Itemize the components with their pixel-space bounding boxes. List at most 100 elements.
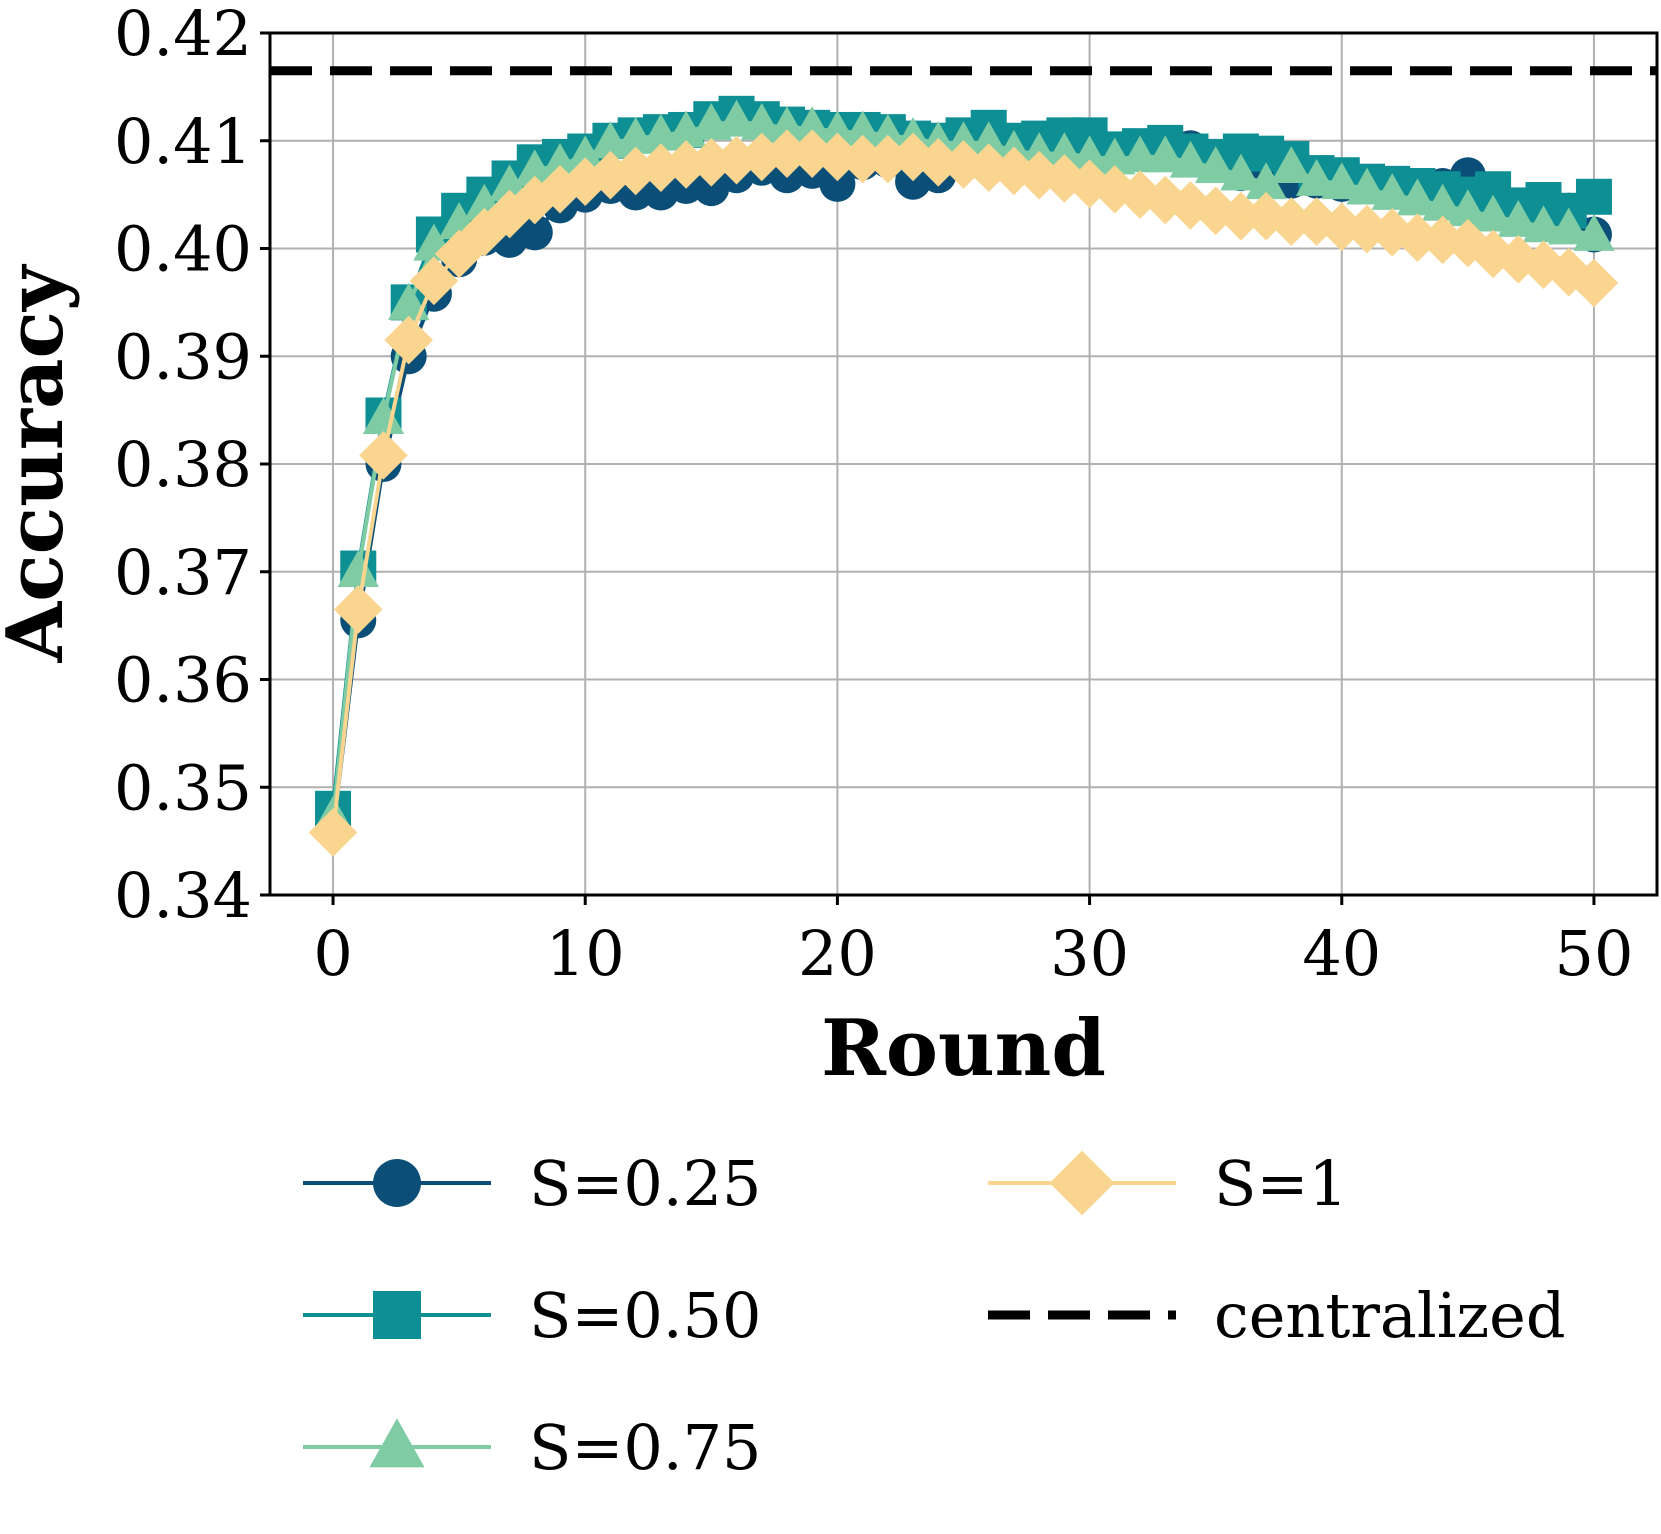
y-tick-label: 0.39 xyxy=(114,320,252,393)
data-point xyxy=(333,585,383,634)
data-point xyxy=(737,132,787,182)
data-point xyxy=(1194,146,1237,183)
legend-marker xyxy=(373,1159,421,1207)
legend-entry: S=0.75 xyxy=(303,1411,761,1484)
legend-label: S=0.25 xyxy=(529,1147,761,1220)
data-point xyxy=(516,214,553,251)
data-point xyxy=(388,282,430,320)
data-point xyxy=(1548,207,1590,245)
data-point xyxy=(308,808,358,857)
data-point xyxy=(1396,178,1439,216)
data-point xyxy=(564,135,606,173)
data-point xyxy=(741,102,783,140)
data-point xyxy=(586,150,635,200)
data-point xyxy=(384,315,433,365)
legend-entry: S=0.25 xyxy=(303,1147,761,1220)
data-point xyxy=(1321,162,1363,200)
y-tick-label: 0.38 xyxy=(114,428,252,501)
data-point xyxy=(1421,183,1464,221)
y-tick-label: 0.37 xyxy=(114,536,252,609)
data-point xyxy=(510,175,560,225)
data-point xyxy=(791,106,833,144)
y-tick-label: 0.40 xyxy=(114,213,252,286)
data-point xyxy=(762,129,812,178)
data-point xyxy=(1144,135,1186,173)
x-tick-label: 20 xyxy=(798,917,877,990)
data-point xyxy=(838,134,887,184)
legend: S=0.25 S=0.50 S=0.75 S=1 centralized xyxy=(303,1147,1566,1484)
y-tick-label: 0.35 xyxy=(114,751,252,824)
data-point xyxy=(1443,218,1493,268)
series-line xyxy=(331,151,1595,833)
x-tick-label: 10 xyxy=(546,917,625,990)
data-point xyxy=(1544,247,1594,297)
legend-entry: S=1 xyxy=(988,1147,1348,1220)
data-point xyxy=(1043,132,1086,169)
data-point xyxy=(1346,167,1388,205)
data-point xyxy=(434,229,484,279)
data-point xyxy=(863,134,913,184)
data-point xyxy=(968,121,1010,159)
series-S=1 xyxy=(308,129,1619,857)
legend-entry: S=0.50 xyxy=(303,1279,761,1352)
data-point xyxy=(1068,135,1111,173)
data-point xyxy=(1169,140,1212,178)
legend-marker xyxy=(373,1291,421,1339)
data-point xyxy=(1090,164,1140,214)
data-point xyxy=(1573,213,1615,251)
data-point xyxy=(1575,178,1612,215)
data-point xyxy=(1267,197,1316,246)
y-axis-title: Accuracy xyxy=(0,263,81,663)
data-point xyxy=(1371,173,1413,210)
data-point xyxy=(359,431,408,480)
data-point xyxy=(1245,162,1287,200)
data-point xyxy=(787,129,837,178)
x-tick-label: 40 xyxy=(1302,917,1381,990)
data-point xyxy=(1497,199,1539,237)
data-point xyxy=(913,138,963,187)
legend-label: S=0.75 xyxy=(529,1411,761,1484)
data-point xyxy=(1522,205,1565,243)
y-tick-label: 0.41 xyxy=(114,105,252,178)
data-point xyxy=(636,143,686,192)
data-point xyxy=(362,397,405,435)
legend-label: S=0.50 xyxy=(529,1279,761,1352)
data-point xyxy=(819,165,856,202)
data-point xyxy=(1447,189,1489,227)
legend-marker xyxy=(1049,1150,1115,1216)
x-tick-label: 30 xyxy=(1050,917,1129,990)
data-point xyxy=(1014,150,1064,200)
x-tick-label: 50 xyxy=(1555,917,1634,990)
data-point xyxy=(1166,181,1215,230)
legend-label: centralized xyxy=(1214,1279,1566,1352)
data-point xyxy=(1040,154,1089,203)
y-axis-ticks: 0.34 0.35 0.36 0.37 0.38 0.39 0.40 0.41 0.42 xyxy=(114,0,270,932)
data-point xyxy=(409,256,459,306)
data-point xyxy=(1270,146,1313,183)
y-tick-label: 0.42 xyxy=(114,0,252,70)
y-tick-label: 0.34 xyxy=(114,859,252,932)
data-point xyxy=(1295,159,1338,196)
x-axis-ticks: 0 10 20 30 40 50 xyxy=(313,895,1633,990)
data-point xyxy=(1569,258,1619,308)
series-group xyxy=(308,95,1619,857)
data-point xyxy=(867,113,909,151)
x-tick-label: 0 xyxy=(313,917,352,990)
legend-label: S=1 xyxy=(1214,1147,1348,1220)
data-point xyxy=(1216,191,1266,241)
legend-marker xyxy=(369,1418,425,1468)
data-point xyxy=(661,140,711,189)
x-axis-title: Round xyxy=(821,1003,1106,1094)
data-point xyxy=(712,135,761,185)
data-point xyxy=(337,550,379,588)
data-point xyxy=(841,110,884,148)
legend-entry: centralized xyxy=(988,1279,1566,1352)
data-point xyxy=(715,99,758,137)
data-point xyxy=(1472,194,1514,232)
data-point xyxy=(1220,153,1262,191)
y-tick-label: 0.36 xyxy=(114,644,252,717)
data-point xyxy=(939,140,988,189)
data-point xyxy=(1241,191,1291,241)
data-point xyxy=(1317,202,1367,252)
